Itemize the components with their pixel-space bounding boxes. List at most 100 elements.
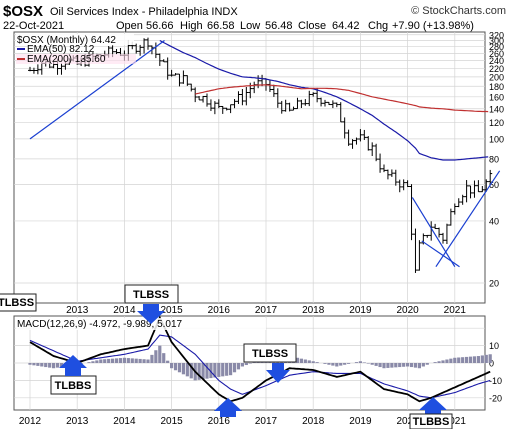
macd-histogram-bar (484, 354, 488, 363)
macd-histogram-bar (99, 359, 103, 363)
macd-line (29, 315, 491, 403)
macd-histogram-bar (468, 356, 473, 363)
price-tick-label: 120 (489, 118, 504, 128)
macd-histogram-bar (177, 363, 182, 373)
macd-histogram-bar (201, 363, 205, 380)
price-tick-label: 80 (489, 154, 499, 164)
macd-histogram-bar (103, 359, 107, 363)
arrow-up-icon (59, 355, 87, 376)
macd-histogram-bar (323, 363, 327, 364)
macd-tick-label: -10 (489, 376, 502, 386)
macd-histogram-bar (138, 358, 142, 363)
macd-histogram-bar (409, 363, 414, 368)
macd-histogram-bar (433, 362, 437, 363)
macd-histogram-bar (126, 358, 130, 363)
price-x-tick-label: 2013 (66, 305, 89, 316)
macd-tick-label: 10 (489, 341, 499, 351)
macd-x-tick-label: 2017 (255, 416, 278, 427)
price-x-tick-label: 2019 (349, 305, 372, 316)
annotations: TLBSS TLBSS TLBBS TLBSS TLBBS (0, 284, 453, 429)
macd-histogram-bar (465, 356, 469, 363)
macd-x-tick-label: 2013 (66, 416, 89, 427)
low-label: Low (240, 20, 260, 32)
chg-value: +7.90 (+13.98%) (392, 20, 474, 32)
macd-histogram-bar (122, 357, 126, 363)
annotation-tlbss-left: TLBSS (0, 297, 34, 309)
macd-histogram-bar (107, 358, 111, 363)
ema200-line (195, 84, 489, 113)
macd-x-tick-label: 2015 (160, 416, 183, 427)
macd-histogram-bar (40, 363, 44, 367)
close-label: Close (298, 20, 326, 32)
macd-histogram-bar (370, 363, 374, 365)
macd-histogram-bar (307, 360, 311, 363)
price-axis-ticks: 20 40 60 80 100 120 140 16018020022024026028030… (489, 30, 504, 288)
macd-histogram-bar (236, 363, 241, 370)
macd-histogram-bar (386, 363, 390, 368)
trendline-down-2 (411, 197, 456, 268)
macd-histogram-bar (158, 345, 162, 363)
arrow-down-icon (137, 304, 165, 324)
price-marks (28, 37, 501, 273)
macd-histogram-bar (221, 363, 225, 377)
macd-histogram-bar (28, 363, 32, 365)
macd-x-ticks: 2012 2013 2014 2015 2016 2017 2018 2019 2020 2021 (19, 416, 466, 427)
macd-histogram-bar (170, 363, 174, 369)
close-value: 64.42 (332, 20, 360, 32)
macd-histogram-bar (91, 361, 95, 363)
macd-tick-label: 0 (489, 359, 494, 369)
macd-histogram-bar (232, 363, 237, 373)
price-x-tick-label: 2018 (302, 305, 325, 316)
macd-histogram-bar (205, 363, 209, 379)
macd-x-tick-label: 2012 (19, 416, 42, 427)
credit: © StockCharts.com (411, 5, 506, 17)
macd-histogram-bar (303, 359, 307, 363)
price-x-tick-label: 2020 (396, 305, 419, 316)
macd-histogram-bar (331, 363, 335, 366)
macd-x-tick-label: 2021 (444, 416, 467, 427)
macd-histogram-bar (461, 357, 465, 363)
macd-histogram-bar (398, 363, 402, 368)
macd-histogram-bar (354, 362, 359, 363)
macd-histogram-bar (299, 358, 303, 363)
annotation-tlbss-2014: TLBSS (133, 289, 169, 301)
macd-histogram-bar (44, 363, 48, 368)
macd-x-tick-label: 2019 (349, 416, 372, 427)
macd-x-tick-label: 2020 (396, 416, 419, 427)
arrow-up-icon (419, 397, 447, 414)
legend-ema50: EMA(50) 82.12 (27, 44, 95, 55)
price-tick-label: 20 (489, 279, 499, 289)
macd-histogram-bar (189, 363, 193, 379)
macd-histogram-bar (181, 363, 185, 375)
macd-histogram-bar (378, 363, 382, 368)
macd-histogram-bar (114, 358, 119, 363)
macd-histogram-bar (146, 359, 150, 363)
macd-histogram-bar (445, 359, 449, 363)
macd-histogram-bar (437, 361, 441, 363)
macd-histogram-bar (252, 362, 256, 363)
high-value: 66.58 (207, 20, 235, 32)
macd-histogram-bar (142, 359, 146, 363)
annotation-tlbbs-2013: TLBBS (55, 380, 92, 392)
macd-histogram-bar (335, 363, 339, 367)
annotation-tlbss-2017: TLBSS (252, 348, 288, 360)
macd-histogram-bar (48, 363, 52, 368)
macd-histogram-bar (162, 353, 166, 363)
symbol: $OSX (3, 3, 43, 20)
macd-histogram-bar (154, 350, 158, 363)
macd-histogram-bar (453, 357, 457, 363)
macd-tick-label: -20 (489, 393, 502, 403)
price-x-tick-label: 2021 (444, 305, 467, 316)
trendline-down (421, 240, 460, 268)
macd-histogram-bar (406, 363, 410, 367)
price-tick-label: 200 (489, 72, 504, 82)
macd-histogram-bar (374, 363, 378, 366)
macd-histogram-bar (173, 363, 178, 371)
price-tick-label: 240 (489, 56, 504, 66)
macd-histogram-bar (213, 363, 217, 378)
macd-histogram-bar (111, 358, 115, 363)
macd-histogram-bar (480, 355, 484, 363)
macd-histogram-bar (87, 362, 91, 363)
macd-x-tick-label: 2018 (302, 416, 325, 427)
price-tick-label: 160 (489, 92, 504, 102)
